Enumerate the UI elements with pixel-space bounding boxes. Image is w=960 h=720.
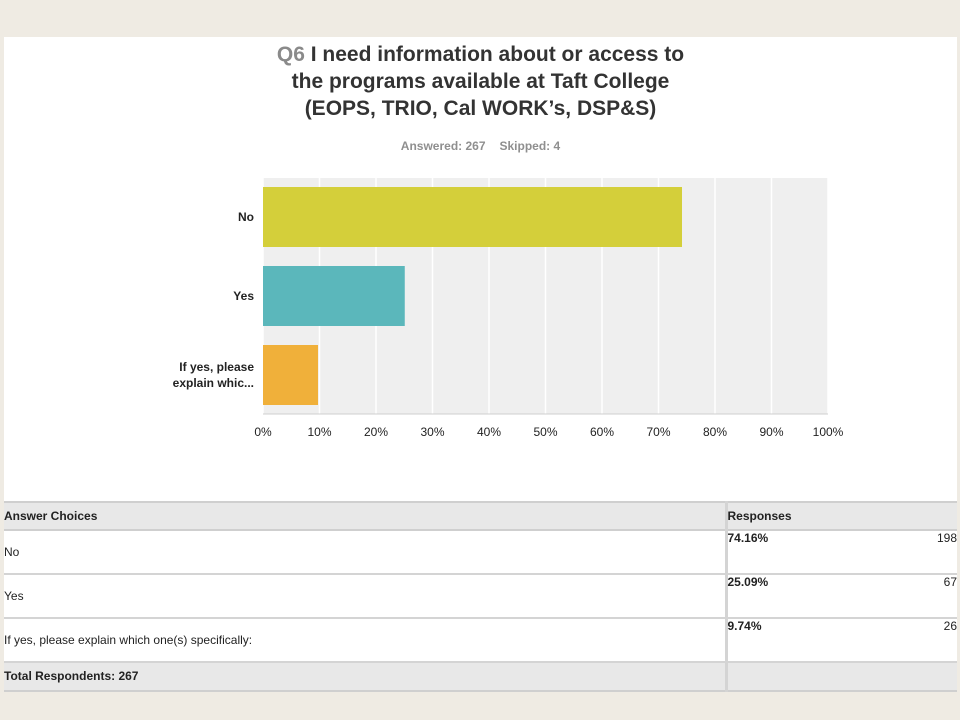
bar-2 [263,345,319,405]
x-tick-label: 60% [590,425,614,439]
x-tick-label: 0% [254,425,272,439]
table-row: If yes, please explain which one(s) spec… [4,618,957,663]
x-tick-label: 90% [759,425,783,439]
title-line-3: (EOPS, TRIO, Cal WORK’s, DSP&S) [304,97,657,120]
x-tick-label: 10% [307,425,331,439]
x-tick-label: 20% [364,425,388,439]
skipped-count: Skipped: 4 [499,139,561,153]
x-tick-label: 80% [703,425,727,439]
category-label: Yes [233,289,254,303]
title-line-1: I need information about or access to [310,43,685,66]
count-cell: 198 [836,530,957,575]
answered-count: Answered: 267 [400,139,486,153]
answer-choices-header: Answer Choices [4,501,726,531]
table-row: Yes 25.09% 67 [4,574,957,619]
x-tick-label: 100% [813,425,844,439]
responses-header: Responses [724,501,957,531]
slide: Q6 I need information about or access to… [4,37,957,692]
responses-table: Answer Choices Responses No 74.16% 198 Y… [4,501,957,692]
table-row: No 74.16% 198 [4,530,957,575]
response-summary: Answered: 267 Skipped: 4 [4,139,957,153]
total-row: Total Respondents: 267 [4,662,957,692]
count-cell: 26 [836,618,957,663]
total-empty-cell [724,662,957,692]
bar-1 [263,266,405,326]
bar-chart: 0% 10% 20% 30% 40% 50% 60% 70% 80% 90% 100% No Yes If… [173,178,844,439]
category-label: If yes, please [179,360,254,374]
title-line-2: the programs available at Taft College [291,70,670,93]
category-label: No [238,210,254,224]
choice-cell: Yes [4,574,726,619]
choice-cell: No [4,530,726,575]
total-respondents: Total Respondents: 267 [4,662,726,692]
bar-0 [263,187,683,247]
x-tick-label: 30% [420,425,444,439]
x-tick-label: 70% [646,425,670,439]
x-tick-label: 40% [477,425,501,439]
x-tick-label: 50% [533,425,557,439]
table-header-row: Answer Choices Responses [4,501,957,531]
count-cell: 67 [836,574,957,619]
percent-cell: 25.09% [724,574,836,619]
choice-cell: If yes, please explain which one(s) spec… [4,618,726,663]
question-number: Q6 [276,43,305,66]
percent-cell: 9.74% [724,618,836,663]
percent-cell: 74.16% [724,530,836,575]
chart-title: Q6 I need information about or access to… [4,41,957,122]
category-label: explain whic... [173,376,254,390]
